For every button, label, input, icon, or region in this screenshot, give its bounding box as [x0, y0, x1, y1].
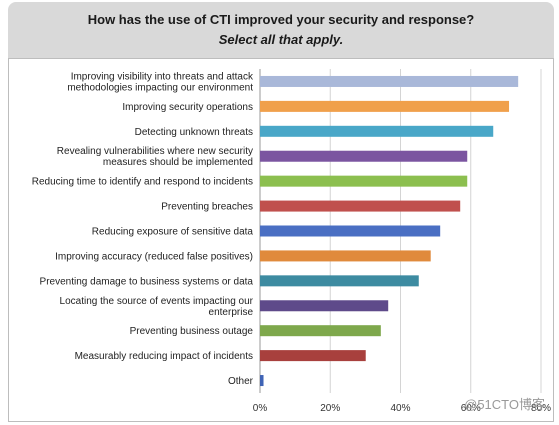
chart-frame: How has the use of CTI improved your sec… [8, 2, 554, 422]
category-label-line: Improving accuracy (reduced false positi… [55, 251, 253, 262]
category-label: Improving accuracy (reduced false positi… [55, 251, 253, 262]
category-label: Reducing time to identify and respond to… [32, 177, 253, 188]
bar [260, 175, 468, 187]
watermark: @51CTO博客 [464, 397, 545, 412]
bar [260, 325, 381, 337]
bar-chart: 0% 20% 40% 60% 80% Improving visibility into … [32, 69, 551, 414]
category-label: Improving security operations [122, 102, 253, 113]
category-label-line: Locating the source of events impacting … [60, 296, 254, 307]
chart-area: 0% 20% 40% 60% 80% Improving visibility into … [8, 58, 554, 422]
x-tick-label: 20% [320, 403, 340, 414]
x-tick-label: 60% [461, 403, 481, 414]
bar [260, 250, 431, 262]
x-tick-label: 0% [253, 403, 268, 414]
category-label-line: Detecting unknown threats [135, 127, 253, 138]
bar [260, 200, 461, 212]
category-label-line: Preventing damage to business systems or… [40, 276, 254, 287]
bar [260, 100, 510, 112]
bar [260, 75, 519, 87]
bar [260, 300, 389, 312]
x-tick-label: 80% [531, 403, 551, 414]
category-label: Revealing vulnerabilities where new secu… [57, 146, 253, 168]
category-label-line: Preventing business outage [130, 326, 254, 337]
category-label-line: Reducing time to identify and respond to… [32, 177, 253, 188]
category-label-line: enterprise [209, 307, 254, 318]
category-label-line: Preventing breaches [161, 202, 253, 213]
category-label-line: Other [228, 376, 254, 387]
category-label-line: methodologies impacting our environment [67, 82, 253, 93]
category-label: Locating the source of events impacting … [60, 296, 254, 318]
category-label: Preventing breaches [161, 202, 253, 213]
category-label-line: Measurably reducing impact of incidents [75, 351, 253, 362]
category-label-line: Improving visibility into threats and at… [71, 71, 254, 82]
chart-subtitle: Select all that apply. [218, 32, 344, 47]
category-label-line: measures should be implemented [103, 157, 253, 168]
chart-header: How has the use of CTI improved your sec… [8, 2, 554, 58]
x-tick-label: 40% [390, 403, 410, 414]
category-label: Preventing damage to business systems or… [40, 276, 254, 287]
bar [260, 375, 264, 387]
category-label: Other [228, 376, 254, 387]
category-label-line: Revealing vulnerabilities where new secu… [57, 146, 253, 157]
category-label: Reducing exposure of sensitive data [92, 227, 254, 238]
category-label-line: Improving security operations [122, 102, 253, 113]
bar [260, 275, 419, 287]
category-label: Improving visibility into threats and at… [67, 71, 254, 93]
bar [260, 225, 441, 237]
category-label-line: Reducing exposure of sensitive data [92, 227, 254, 238]
category-label: Measurably reducing impact of incidents [75, 351, 253, 362]
bar [260, 125, 494, 137]
chart-title: How has the use of CTI improved your sec… [87, 12, 475, 27]
category-label: Detecting unknown threats [135, 127, 253, 138]
bar [260, 350, 366, 362]
category-label: Preventing business outage [130, 326, 254, 337]
bar [260, 150, 468, 162]
